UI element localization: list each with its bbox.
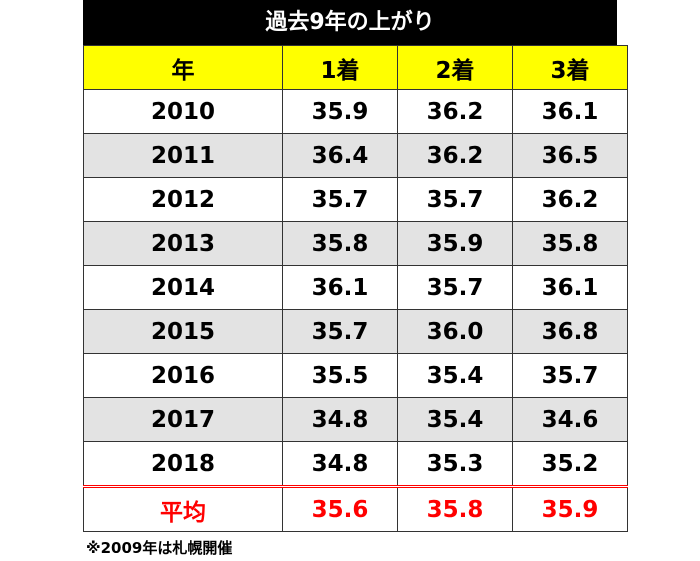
cell: 35.6 [282, 485, 398, 532]
data-row: 2012 35.7 35.7 36.2 [83, 177, 628, 222]
cell: 2013 [83, 221, 283, 266]
data-row: 2014 36.1 35.7 36.1 [83, 265, 628, 310]
cell: 35.4 [397, 397, 513, 442]
cell: 2016 [83, 353, 283, 398]
cell: 35.9 [512, 485, 628, 532]
table: 年 1着 2着 3着 2010 35.9 36.2 36.1 2011 36.4 36.2 36.5 2… [83, 45, 628, 532]
data-row: 2013 35.8 35.9 35.8 [83, 221, 628, 266]
cell: 34.8 [282, 397, 398, 442]
cell: 平均 [83, 485, 283, 532]
title: 過去9年の上がり [83, 0, 617, 45]
table-card: 過去9年の上がり 年 1着 2着 3着 2010 35.9 36.2 36.1 2011 36.4… [83, 0, 628, 532]
data-row: 2011 36.4 36.2 36.5 [83, 133, 628, 178]
note: ※2009年は札幌開催 [86, 539, 233, 557]
cell: 35.7 [282, 309, 398, 354]
cell: 3着 [512, 45, 628, 90]
cell: 1着 [282, 45, 398, 90]
cell: 2015 [83, 309, 283, 354]
cell: 34.6 [512, 397, 628, 442]
header-row: 年 1着 2着 3着 [83, 45, 628, 90]
cell: 2011 [83, 133, 283, 178]
cell: 36.4 [282, 133, 398, 178]
cell: 36.1 [282, 265, 398, 310]
cell: 36.5 [512, 133, 628, 178]
data-row: 2016 35.5 35.4 35.7 [83, 353, 628, 398]
cell: 35.4 [397, 353, 513, 398]
cell: 2014 [83, 265, 283, 310]
cell: 35.7 [397, 265, 513, 310]
cell: 36.1 [512, 89, 628, 134]
cell: 35.8 [512, 221, 628, 266]
cell: 35.7 [282, 177, 398, 222]
cell: 35.8 [397, 485, 513, 532]
cell: 36.0 [397, 309, 513, 354]
cell: 2018 [83, 441, 283, 487]
cell: 36.8 [512, 309, 628, 354]
cell: 35.9 [282, 89, 398, 134]
data-row: 2015 35.7 36.0 36.8 [83, 309, 628, 354]
cell: 35.8 [282, 221, 398, 266]
cell: 34.8 [282, 441, 398, 487]
average-row: 平均 35.6 35.8 35.9 [83, 485, 628, 532]
cell: 2着 [397, 45, 513, 90]
cell: 35.7 [397, 177, 513, 222]
cell: 36.2 [397, 89, 513, 134]
data-row: 2010 35.9 36.2 36.1 [83, 89, 628, 134]
cell: 2017 [83, 397, 283, 442]
cell: 35.2 [512, 441, 628, 487]
data-row: 2017 34.8 35.4 34.6 [83, 397, 628, 442]
cell: 2012 [83, 177, 283, 222]
cell: 35.5 [282, 353, 398, 398]
cell: 年 [83, 45, 283, 90]
cell: 35.3 [397, 441, 513, 487]
cell: 36.1 [512, 265, 628, 310]
cell: 35.7 [512, 353, 628, 398]
cell: 2010 [83, 89, 283, 134]
data-row: 2018 34.8 35.3 35.2 [83, 441, 628, 487]
cell: 36.2 [512, 177, 628, 222]
cell: 35.9 [397, 221, 513, 266]
cell: 36.2 [397, 133, 513, 178]
